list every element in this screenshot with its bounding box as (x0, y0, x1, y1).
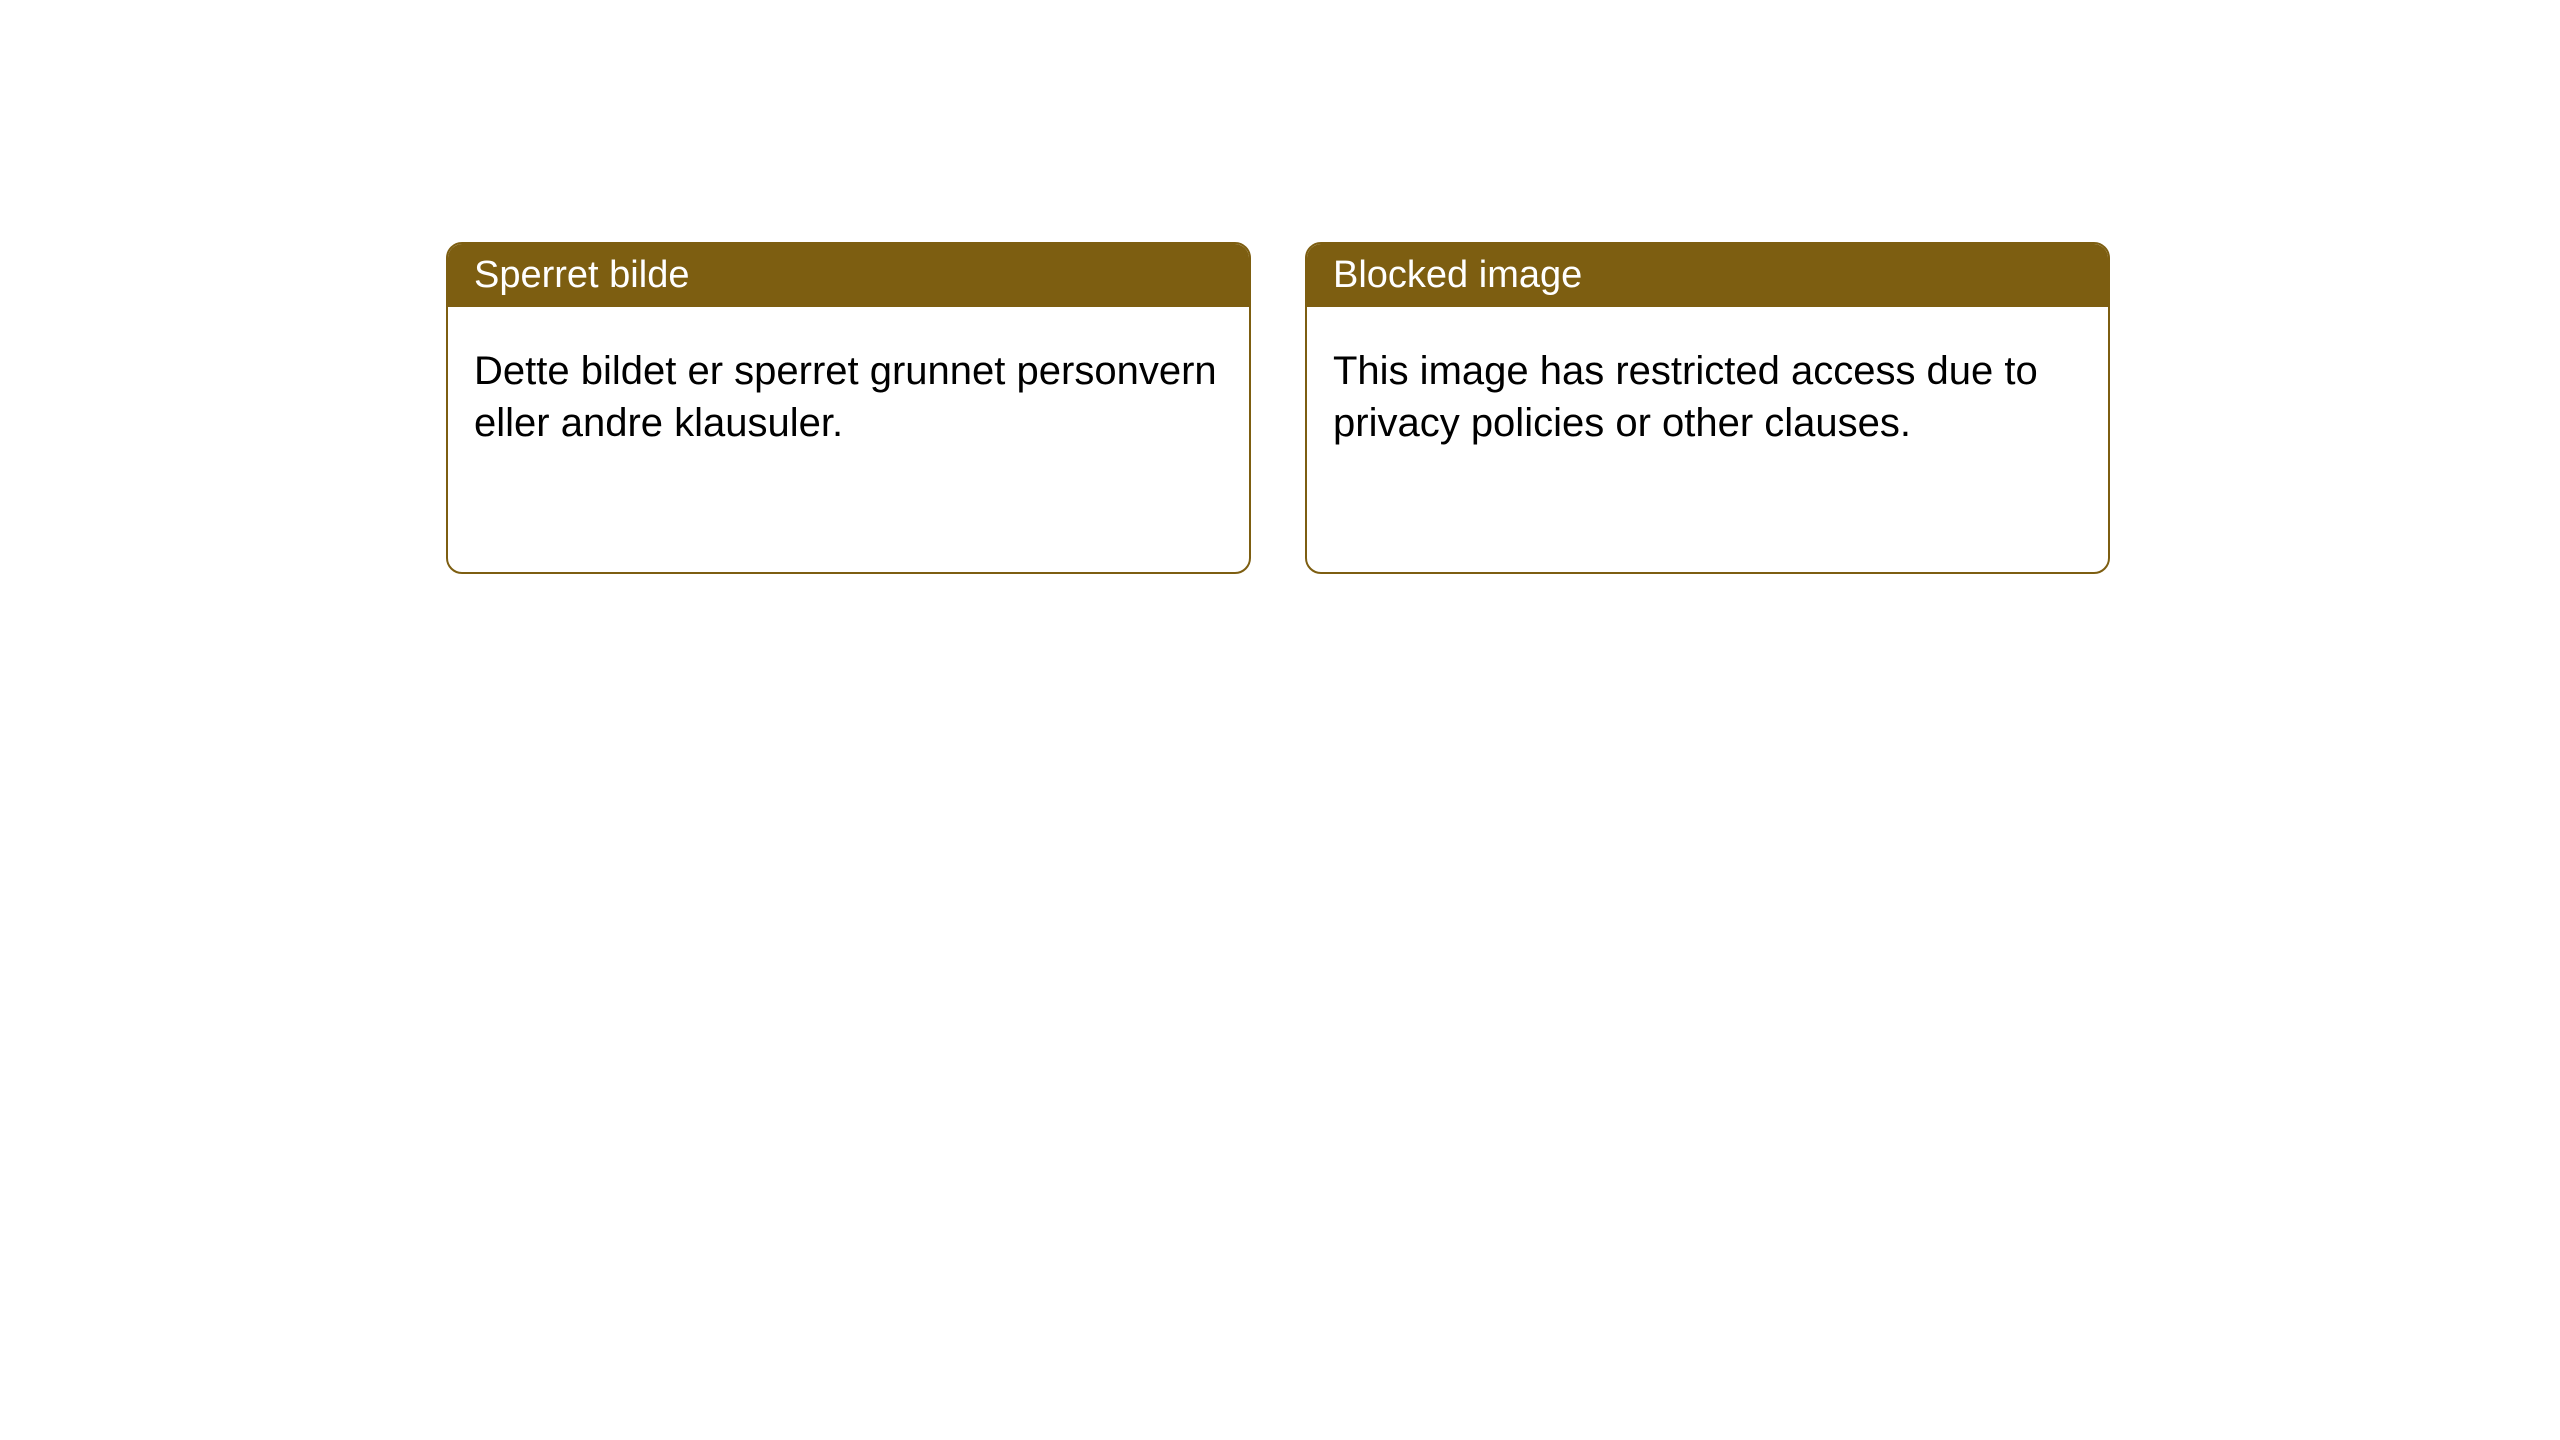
notice-card-english: Blocked image This image has restricted … (1305, 242, 2110, 574)
notice-body: Dette bildet er sperret grunnet personve… (448, 307, 1249, 487)
notice-card-norwegian: Sperret bilde Dette bildet er sperret gr… (446, 242, 1251, 574)
notice-body-text: Dette bildet er sperret grunnet personve… (474, 349, 1217, 445)
notice-body: This image has restricted access due to … (1307, 307, 2108, 487)
notice-header-text: Blocked image (1333, 254, 1582, 296)
notice-body-text: This image has restricted access due to … (1333, 349, 2038, 445)
notice-header-text: Sperret bilde (474, 254, 689, 296)
notice-container: Sperret bilde Dette bildet er sperret gr… (0, 0, 2560, 574)
notice-header: Sperret bilde (448, 244, 1249, 307)
notice-header: Blocked image (1307, 244, 2108, 307)
